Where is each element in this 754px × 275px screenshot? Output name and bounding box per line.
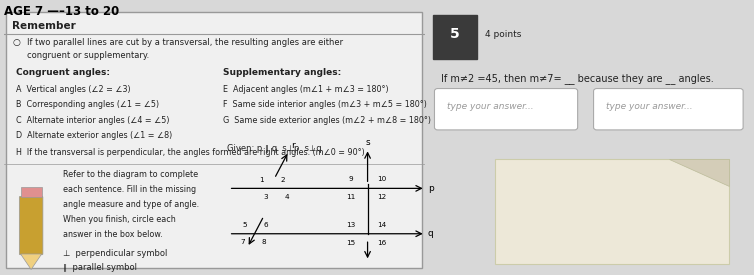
Text: 1: 1 bbox=[259, 177, 264, 183]
Polygon shape bbox=[670, 158, 729, 186]
FancyBboxPatch shape bbox=[6, 12, 422, 268]
Text: 7: 7 bbox=[241, 239, 246, 245]
Text: H  If the transversal is perpendicular, the angles formed are right angles. (m∠0: H If the transversal is perpendicular, t… bbox=[17, 148, 365, 157]
Text: Supplementary angles:: Supplementary angles: bbox=[222, 68, 341, 77]
Text: 5: 5 bbox=[450, 27, 460, 41]
Text: each sentence. Fill in the missing: each sentence. Fill in the missing bbox=[63, 185, 196, 194]
Text: 9: 9 bbox=[348, 176, 354, 182]
Text: 11: 11 bbox=[346, 194, 356, 200]
Text: B  Corresponding angles (∠1 = ∠5): B Corresponding angles (∠1 = ∠5) bbox=[17, 100, 160, 109]
Polygon shape bbox=[20, 254, 41, 270]
Text: Congruent angles:: Congruent angles: bbox=[17, 68, 110, 77]
Text: C  Alternate interior angles (∠4 = ∠5): C Alternate interior angles (∠4 = ∠5) bbox=[17, 116, 170, 125]
Text: D  Alternate exterior angles (∠1 = ∠8): D Alternate exterior angles (∠1 = ∠8) bbox=[17, 131, 173, 140]
Text: p: p bbox=[428, 184, 434, 193]
Text: 8: 8 bbox=[262, 239, 266, 245]
Text: 15: 15 bbox=[346, 240, 356, 246]
FancyBboxPatch shape bbox=[433, 15, 477, 59]
Text: 6: 6 bbox=[264, 222, 268, 228]
Text: A  Vertical angles (∠2 = ∠3): A Vertical angles (∠2 = ∠3) bbox=[17, 85, 131, 94]
Text: G  Same side exterior angles (m∠2 + m∠8 = 180°): G Same side exterior angles (m∠2 + m∠8 =… bbox=[222, 116, 431, 125]
Text: type your answer...: type your answer... bbox=[606, 102, 693, 111]
Text: 12: 12 bbox=[378, 194, 387, 200]
FancyBboxPatch shape bbox=[20, 187, 41, 197]
FancyBboxPatch shape bbox=[20, 196, 43, 255]
Text: Remember: Remember bbox=[12, 21, 76, 31]
Text: 4: 4 bbox=[284, 194, 289, 200]
Text: congruent or supplementary.: congruent or supplementary. bbox=[27, 51, 149, 60]
Text: 2: 2 bbox=[280, 177, 285, 183]
FancyBboxPatch shape bbox=[495, 158, 729, 265]
Text: angle measure and type of angle.: angle measure and type of angle. bbox=[63, 200, 199, 209]
Text: 16: 16 bbox=[378, 240, 387, 246]
Text: ⊥  perpendicular symbol: ⊥ perpendicular symbol bbox=[63, 249, 167, 258]
Text: ○: ○ bbox=[12, 38, 20, 47]
Text: Refer to the diagram to complete: Refer to the diagram to complete bbox=[63, 170, 198, 179]
Text: answer in the box below.: answer in the box below. bbox=[63, 230, 162, 239]
Text: r: r bbox=[291, 141, 295, 150]
Text: 10: 10 bbox=[378, 176, 387, 182]
FancyBboxPatch shape bbox=[434, 89, 578, 130]
Text: s: s bbox=[365, 138, 370, 147]
Text: AGE 7 —–13 to 20: AGE 7 —–13 to 20 bbox=[4, 5, 119, 18]
Text: type your answer...: type your answer... bbox=[447, 102, 534, 111]
Text: ∥  parallel symbol: ∥ parallel symbol bbox=[63, 263, 136, 272]
Text: If two parallel lines are cut by a transversal, the resulting angles are either: If two parallel lines are cut by a trans… bbox=[27, 38, 343, 47]
Text: 5: 5 bbox=[243, 222, 247, 228]
Text: F  Same side interior angles (m∠3 + m∠5 = 180°): F Same side interior angles (m∠3 + m∠5 =… bbox=[222, 100, 427, 109]
Text: 14: 14 bbox=[378, 222, 387, 228]
Text: 13: 13 bbox=[346, 222, 356, 228]
FancyBboxPatch shape bbox=[593, 89, 743, 130]
Text: E  Adjacent angles (m∠1 + m∠3 = 180°): E Adjacent angles (m∠1 + m∠3 = 180°) bbox=[222, 85, 388, 94]
Text: q: q bbox=[428, 229, 434, 238]
Text: When you finish, circle each: When you finish, circle each bbox=[63, 215, 176, 224]
Text: 4 points: 4 points bbox=[486, 30, 522, 39]
Text: 3: 3 bbox=[264, 194, 268, 200]
Text: If m≠2 =45, then m≠7= __ because they are __ angles.: If m≠2 =45, then m≠7= __ because they ar… bbox=[441, 73, 713, 84]
Text: Given: p ∥ q  s⊥p  s⊥q: Given: p ∥ q s⊥p s⊥q bbox=[226, 144, 321, 153]
